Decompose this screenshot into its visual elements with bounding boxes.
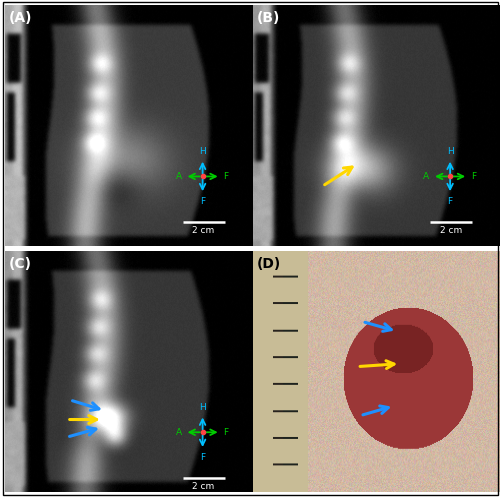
Text: A: A [176, 172, 182, 181]
Text: A: A [176, 428, 182, 437]
Text: 2 cm: 2 cm [192, 482, 214, 491]
Text: H: H [446, 147, 454, 156]
Text: F: F [200, 453, 205, 462]
Text: (D): (D) [256, 257, 280, 271]
Text: (B): (B) [256, 11, 280, 25]
Text: F: F [224, 428, 228, 437]
Text: A: A [423, 172, 429, 181]
Text: F: F [200, 197, 205, 206]
Text: H: H [199, 403, 206, 412]
Text: H: H [199, 147, 206, 156]
Text: (A): (A) [9, 11, 32, 25]
Text: (C): (C) [9, 257, 32, 271]
Text: F: F [448, 197, 452, 206]
Text: F: F [471, 172, 476, 181]
Text: 2 cm: 2 cm [192, 227, 214, 236]
Text: F: F [224, 172, 228, 181]
Text: 2 cm: 2 cm [440, 227, 462, 236]
